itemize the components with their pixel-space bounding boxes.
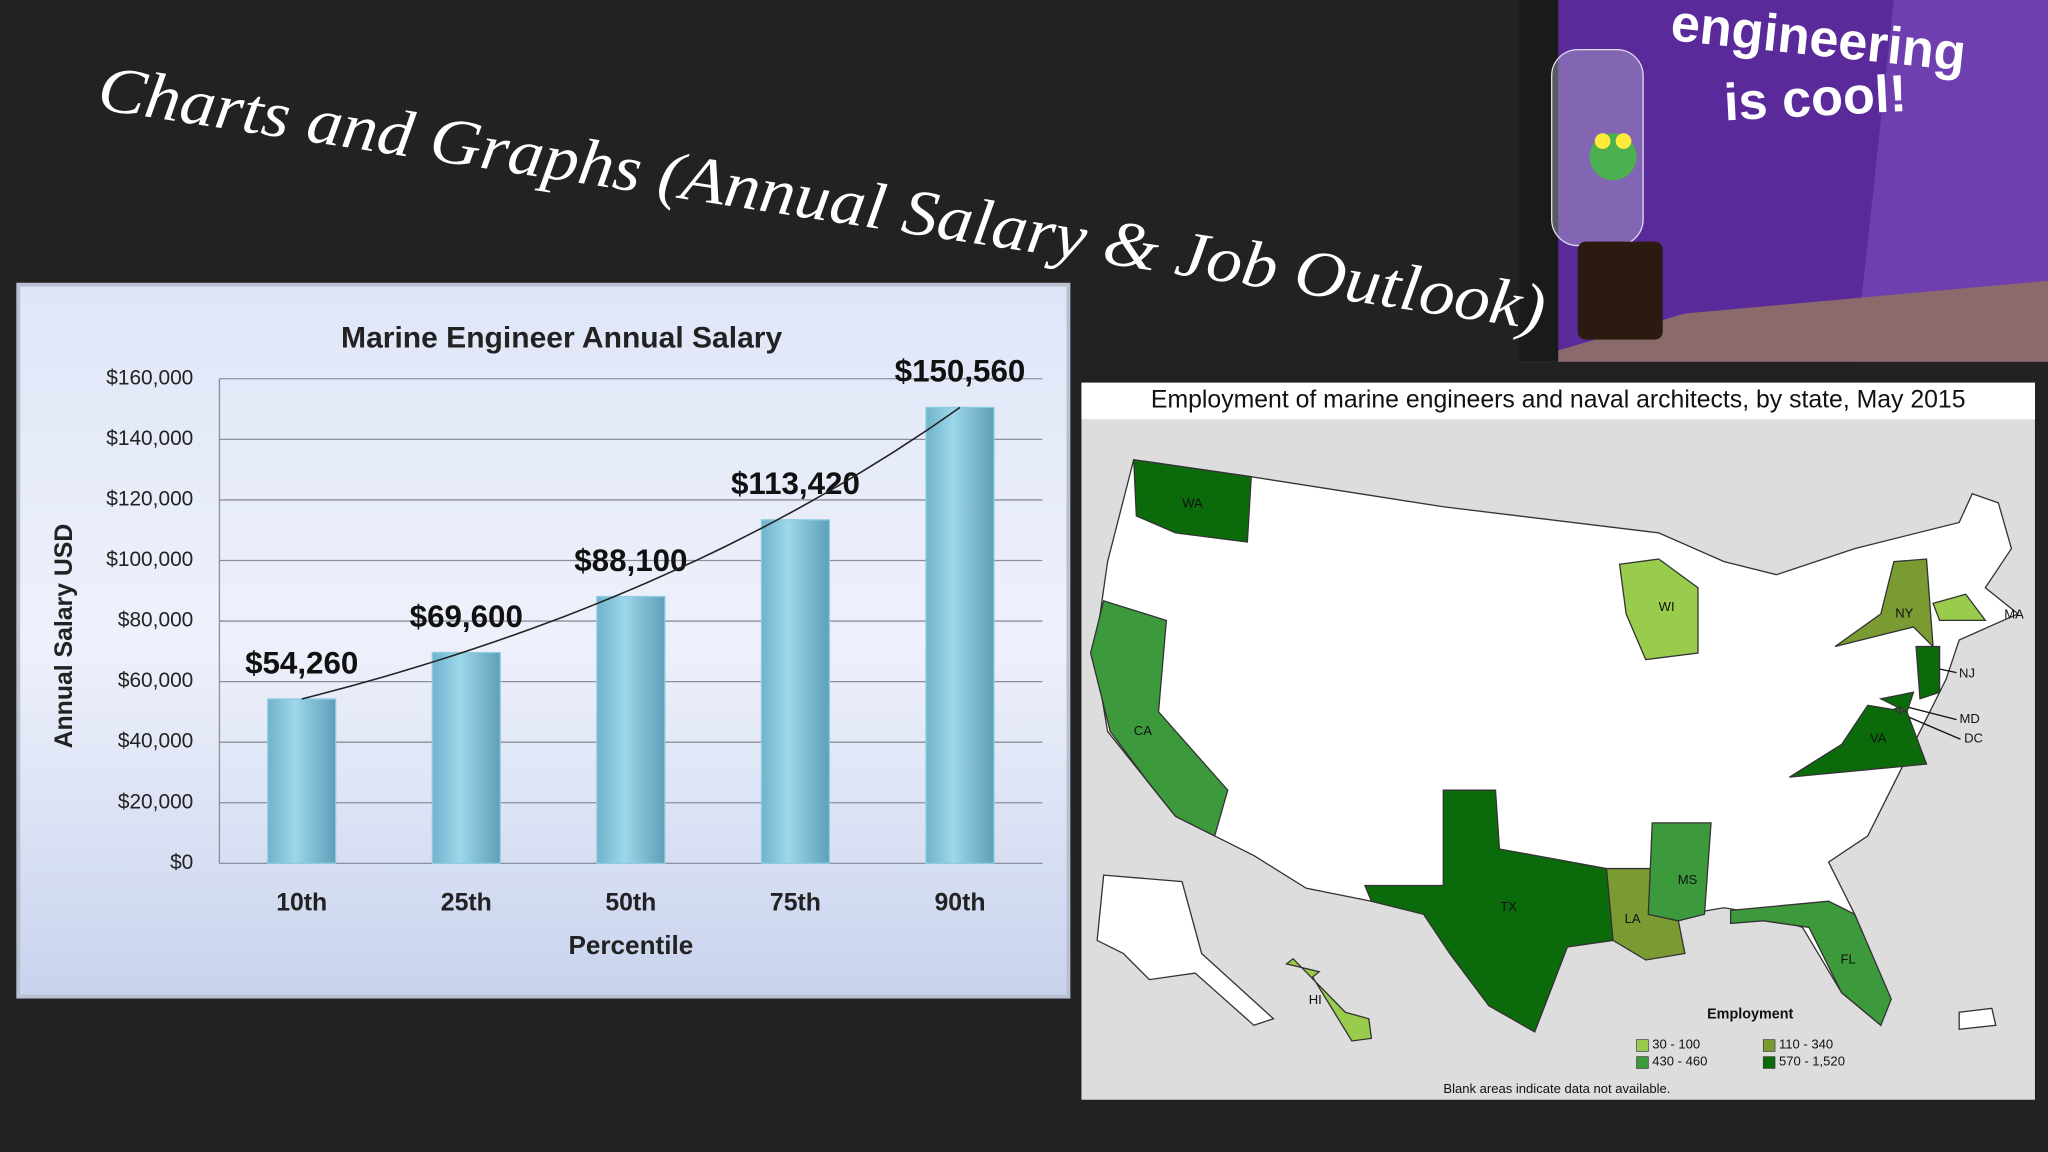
y-tick-label: $0 [170,851,193,874]
photo-text: is cool! [1723,65,1909,132]
y-tick-label: $100,000 [106,548,193,571]
y-tick-label: $80,000 [118,609,193,632]
map: WA CA TX LA MS FL VA WI NY MA NJ MD DC HI [1089,458,2024,1042]
legend-label: 30 - 100 [1652,1036,1700,1051]
legend-swatch [1762,1039,1776,1052]
y-axis-label: Annual Salary USD [51,524,78,749]
y-tick-label: $40,000 [118,730,193,753]
photo: engineering is cool! [1519,0,2048,362]
state [1647,822,1712,922]
bar [431,651,501,864]
state-label: DC [1964,731,1983,746]
leader-line [1900,704,1957,721]
chart-panel [16,282,1071,999]
state-label: MD [1959,711,1979,726]
y-tick-label: $60,000 [118,669,193,692]
legend-title: Employment [1707,1007,1793,1023]
state-label: CA [1134,723,1152,738]
y-tick-label: $20,000 [118,790,193,813]
y-tick-label: $120,000 [106,487,193,510]
x-tick-label: 10th [276,889,327,916]
state [1834,558,1934,649]
state [1089,599,1229,837]
state-label: FL [1841,951,1856,966]
state [1789,704,1928,778]
x-tick-label: 75th [770,889,821,916]
photo-floor [1519,280,2048,362]
bar-chart: Marine Engineer Annual Salary Annual Sal… [51,322,1043,960]
photo-base [1577,241,1663,340]
x-tick-label: 90th [935,889,986,916]
leader-line [1938,668,1957,674]
map-title: Employment of marine engineers and naval… [1151,387,1966,414]
bar [596,595,666,865]
puerto-rico [1958,1007,1997,1030]
legend-swatch [1636,1056,1649,1069]
bar [925,406,995,864]
data-label: $150,560 [895,354,1026,389]
state-label: HI [1309,992,1322,1007]
alaska [1096,874,1275,1027]
trendline [301,406,961,700]
map-legend: Employment 30 - 100 110 - 340 430 - 460 570… [1636,1007,1845,1069]
map-note: Blank areas indicate data not available. [1443,1081,1670,1096]
legend-swatch [1636,1039,1649,1052]
y-tick-label: $140,000 [106,427,193,450]
state [1915,645,1941,700]
bar [760,519,831,864]
photo-wall-side [1854,0,2048,362]
state [1133,458,1252,543]
state-label: MS [1678,872,1698,887]
data-label: $69,600 [410,599,523,634]
state-label: WI [1659,599,1675,614]
state-label: VA [1870,731,1887,746]
photo-robot-eye [1615,133,1632,149]
state [1892,705,1902,716]
state-label: NJ [1959,665,1975,680]
state [1878,691,1915,713]
legend-label: 430 - 460 [1652,1053,1707,1068]
legend-swatch [1762,1056,1776,1069]
x-tick-label: 25th [441,889,492,916]
state [1932,593,1987,622]
chart-title: Marine Engineer Annual Salary [341,322,782,355]
data-label: $54,260 [245,645,358,680]
state-label: WA [1182,496,1203,511]
bar [267,698,337,865]
state-label: LA [1625,911,1641,926]
state-label: MA [2004,607,2024,622]
data-label: $88,100 [574,543,687,578]
state [1729,900,1892,1027]
photo-robot-eye [1594,133,1611,149]
y-tick-label: $160,000 [106,366,193,389]
state-label: TX [1500,899,1517,914]
state-label: NY [1895,605,1913,620]
x-axis-label: Percentile [568,930,693,960]
state [1618,558,1699,661]
x-tick-label: 50th [605,889,656,916]
legend-label: 570 - 1,520 [1779,1053,1845,1068]
legend-label: 110 - 340 [1779,1036,1833,1051]
map-title-bar [1081,382,2035,420]
data-label: $113,420 [731,466,860,501]
state [1363,789,1614,1033]
state [1285,957,1373,1042]
